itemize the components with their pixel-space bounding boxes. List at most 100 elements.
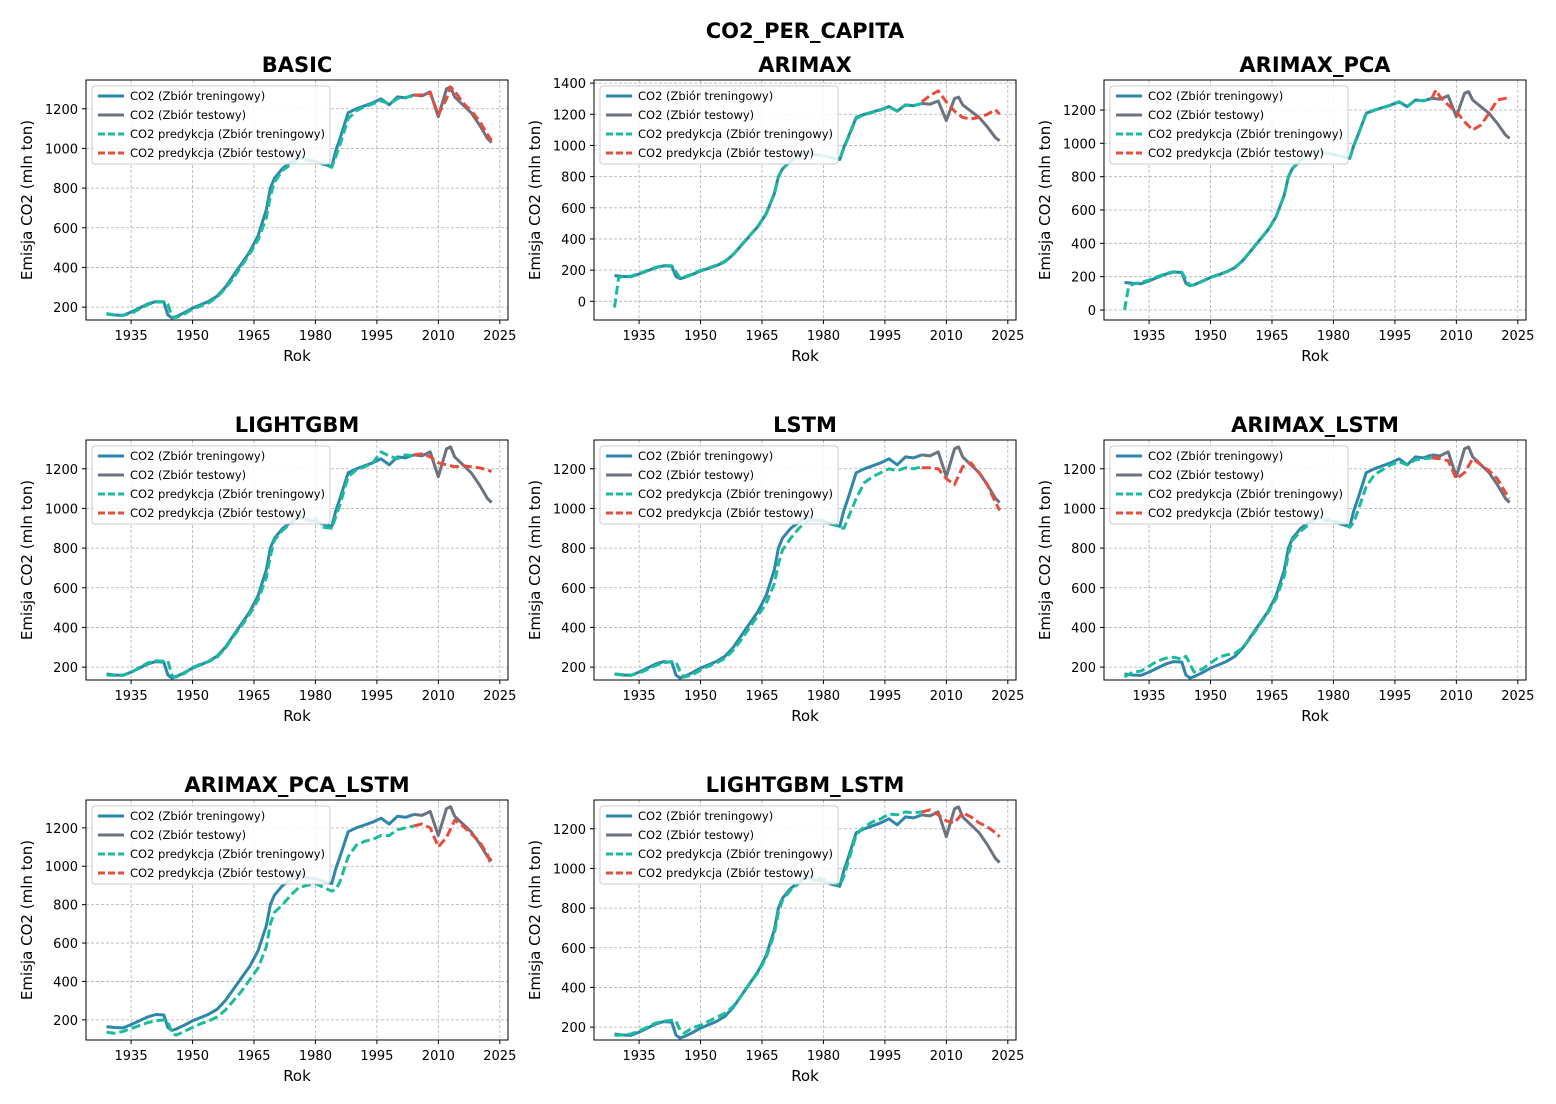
x-tick-label: 1980 — [807, 689, 840, 704]
subplot-title: ARIMAX_LSTM — [1231, 413, 1399, 437]
x-tick-label: 1935 — [115, 689, 148, 704]
y-axis-label: Emisja CO2 (mln ton) — [526, 840, 544, 1000]
x-tick-label: 2010 — [1440, 689, 1473, 704]
legend-label: CO2 predykcja (Zbiór testowy) — [1148, 146, 1324, 160]
y-tick-label: 600 — [561, 582, 586, 597]
subplot: 1935 1950 1965 1980 1995 2010 2025 200 400 600 800… — [526, 773, 1024, 1085]
axes-frame — [593, 799, 1017, 1041]
y-tick-label: 0 — [1088, 304, 1096, 319]
legend-box — [1109, 445, 1349, 525]
axes-frame — [593, 439, 1017, 681]
x-tick-label: 1935 — [623, 689, 656, 704]
legend: CO2 (Zbiór treningowy) CO2 (Zbiór testowy… — [1109, 85, 1349, 165]
subplot-grid: 1935 1950 1965 1980 1995 2010 2025 200 400 600 800… — [18, 53, 1534, 1085]
subplot: 1935 1950 1965 1980 1995 2010 2025 200 400 600 800… — [18, 413, 516, 725]
x-tick-label: 2010 — [422, 1049, 455, 1064]
subplot-title: ARIMAX_PCA_LSTM — [184, 773, 409, 797]
y-tick-label: 1000 — [45, 142, 78, 157]
legend-label: CO2 predykcja (Zbiór treningowy) — [1148, 127, 1343, 141]
y-axis-label: Emisja CO2 (mln ton) — [526, 480, 544, 640]
legend-label: CO2 predykcja (Zbiór testowy) — [638, 866, 814, 880]
x-tick-label: 1980 — [807, 329, 840, 344]
y-tick-label: 1200 — [553, 108, 586, 123]
legend-label: CO2 (Zbiór testowy) — [638, 108, 754, 122]
x-tick-label: 2025 — [991, 329, 1024, 344]
y-axis-label: Emisja CO2 (mln ton) — [18, 840, 36, 1000]
y-tick-label: 200 — [1071, 661, 1096, 676]
y-tick-label: 400 — [53, 261, 78, 276]
series-line-train-pred — [106, 450, 414, 679]
x-tick-label: 1980 — [299, 689, 332, 704]
x-tick-label: 1935 — [115, 329, 148, 344]
legend-label: CO2 predykcja (Zbiór treningowy) — [130, 127, 325, 141]
y-tick-label: 1200 — [553, 823, 586, 838]
legend-label: CO2 (Zbiór testowy) — [130, 108, 246, 122]
legend-label: CO2 predykcja (Zbiór testowy) — [130, 866, 306, 880]
legend-box — [91, 85, 331, 165]
series-line-test-pred — [920, 89, 1001, 121]
subplot-title: LSTM — [773, 413, 837, 437]
y-tick-label: 200 — [53, 1014, 78, 1029]
y-axis-label: Emisja CO2 (mln ton) — [18, 480, 36, 640]
legend-label: CO2 (Zbiór testowy) — [130, 828, 246, 842]
x-tick-label: 1995 — [360, 329, 393, 344]
x-tick-label: 2025 — [483, 329, 516, 344]
legend-label: CO2 predykcja (Zbiór testowy) — [130, 506, 306, 520]
y-tick-label: 1200 — [45, 822, 78, 837]
legend-label: CO2 (Zbiór testowy) — [638, 828, 754, 842]
series-line-test-actual — [413, 445, 493, 504]
x-tick-label: 1995 — [360, 689, 393, 704]
x-tick-label: 1965 — [237, 1049, 270, 1064]
series-line-train-pred — [614, 810, 922, 1037]
legend-label: CO2 predykcja (Zbiór treningowy) — [1148, 487, 1343, 501]
y-tick-label: 400 — [561, 621, 586, 636]
y-tick-label: 1200 — [1063, 463, 1096, 478]
series-line-test-pred — [921, 461, 1001, 512]
legend-label: CO2 (Zbiór treningowy) — [130, 809, 265, 823]
x-tick-label: 2025 — [1501, 689, 1534, 704]
legend-label: CO2 predykcja (Zbiór testowy) — [1148, 506, 1324, 520]
x-tick-label: 2010 — [1440, 329, 1473, 344]
legend-label: CO2 predykcja (Zbiór treningowy) — [638, 487, 833, 501]
y-axis-label: Emisja CO2 (mln ton) — [18, 120, 36, 280]
legend: CO2 (Zbiór treningowy) CO2 (Zbiór testowy… — [599, 85, 839, 165]
legend-label: CO2 (Zbiór testowy) — [130, 468, 246, 482]
x-tick-label: 1950 — [684, 329, 717, 344]
y-tick-label: 400 — [561, 233, 586, 248]
y-axis-label: Emisja CO2 (mln ton) — [1036, 480, 1054, 640]
x-axis-label: Rok — [1301, 347, 1329, 365]
subplot-title: BASIC — [262, 53, 333, 77]
x-tick-label: 2025 — [991, 1049, 1024, 1064]
x-tick-label: 1935 — [1133, 329, 1166, 344]
subplot: 1935 1950 1965 1980 1995 2010 2025 200 400 600 800… — [1036, 413, 1534, 725]
x-tick-label: 1965 — [1255, 329, 1288, 344]
x-axis-label: Rok — [283, 347, 311, 365]
legend: CO2 (Zbiór treningowy) CO2 (Zbiór testowy… — [91, 85, 331, 165]
x-tick-label: 1950 — [1194, 329, 1227, 344]
series-line-train-actual — [106, 812, 415, 1032]
subplot-title: LIGHTGBM — [235, 413, 359, 437]
x-axis-label: Rok — [791, 347, 819, 365]
series-line-train-pred — [106, 824, 415, 1037]
x-tick-label: 2010 — [930, 329, 963, 344]
legend: CO2 (Zbiór treningowy) CO2 (Zbiór testowy… — [1109, 445, 1349, 525]
y-tick-label: 1000 — [1063, 502, 1096, 517]
x-axis-label: Rok — [283, 1067, 311, 1085]
x-tick-label: 1980 — [1317, 689, 1350, 704]
x-tick-label: 1995 — [868, 689, 901, 704]
legend: CO2 (Zbiór treningowy) CO2 (Zbiór testowy… — [91, 445, 331, 525]
series-line-test-actual — [921, 95, 1001, 142]
legend-label: CO2 predykcja (Zbiór testowy) — [130, 146, 306, 160]
x-tick-label: 1980 — [807, 1049, 840, 1064]
legend: CO2 (Zbiór treningowy) CO2 (Zbiór testowy… — [599, 805, 839, 885]
legend-label: CO2 (Zbiór treningowy) — [1148, 449, 1283, 463]
x-tick-label: 2025 — [483, 689, 516, 704]
x-tick-label: 2010 — [930, 689, 963, 704]
y-tick-label: 800 — [1071, 171, 1096, 186]
series-line-test-pred — [921, 808, 1001, 838]
x-tick-label: 2010 — [422, 689, 455, 704]
x-tick-label: 1935 — [1133, 689, 1166, 704]
x-tick-label: 1995 — [868, 329, 901, 344]
legend-label: CO2 predykcja (Zbiór treningowy) — [130, 847, 325, 861]
y-tick-label: 1000 — [1063, 137, 1096, 152]
